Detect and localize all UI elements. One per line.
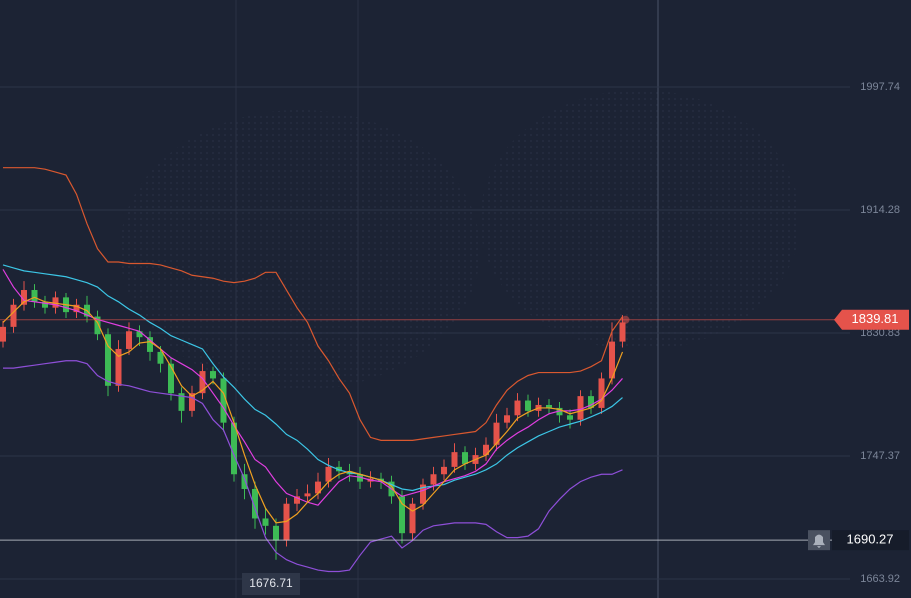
candle-body	[94, 316, 101, 335]
indicator-line	[2, 296, 624, 524]
candle-body	[189, 393, 195, 411]
candle-body	[199, 371, 206, 394]
candle-body	[31, 290, 38, 302]
last-price-label: 1839.81	[852, 311, 899, 326]
indicator-line	[2, 264, 623, 492]
candle-body	[420, 484, 426, 504]
candle-body	[157, 351, 164, 364]
candle-body	[598, 378, 605, 408]
y-tick-label: 1830.83	[860, 327, 900, 339]
candle-body	[577, 396, 584, 420]
indicator-line	[3, 360, 623, 573]
y-tick-label: 1663.92	[860, 573, 900, 585]
candle-body	[42, 301, 48, 308]
indicator-line	[3, 167, 623, 441]
alert-badge	[832, 530, 909, 551]
candle-body	[504, 415, 510, 423]
period-low-badge	[242, 573, 300, 595]
candle-body	[462, 452, 468, 464]
y-tick-label: 1747.37	[860, 450, 900, 462]
candle-body	[126, 331, 132, 349]
map-texture	[120, 110, 480, 390]
candle-body	[409, 503, 416, 534]
candle-body	[168, 363, 174, 394]
candle-body	[0, 326, 6, 342]
candle-body	[357, 474, 363, 482]
plot: 1663.92 1747.37 1830.83 1914.28 1997.74 1839.…	[0, 81, 909, 595]
candle-body	[252, 488, 258, 519]
candle-body	[147, 337, 153, 352]
candle-body	[556, 407, 563, 416]
y-tick-label: 1914.28	[860, 204, 900, 216]
candle-body	[105, 334, 111, 386]
y-tick-label: 1997.74	[860, 81, 900, 93]
candle-body	[210, 371, 216, 379]
candle-body	[241, 474, 248, 489]
period-low-label: 1676.71	[249, 576, 293, 590]
candle-body	[262, 518, 269, 526]
indicator-line	[2, 269, 623, 506]
candle-body	[567, 415, 573, 420]
candle-body	[619, 322, 626, 342]
candle-body	[273, 525, 279, 541]
candle-body	[525, 400, 531, 411]
candle-body	[325, 466, 332, 482]
candle-body	[430, 474, 437, 485]
candle-body	[609, 341, 615, 379]
candle-body	[588, 396, 594, 408]
candle-body	[336, 466, 342, 472]
candle-body	[73, 304, 80, 313]
candle-body	[21, 290, 27, 305]
candle-body	[514, 400, 521, 416]
candle-body	[304, 493, 311, 497]
candle-body	[136, 331, 143, 338]
candle-body	[10, 304, 17, 327]
candle-body	[115, 348, 122, 386]
candle-body	[451, 452, 458, 467]
candle-body	[441, 466, 447, 475]
candle-body	[220, 378, 227, 423]
candle-body	[399, 496, 405, 534]
alert-price-label: 1690.27	[847, 532, 894, 547]
map-texture	[480, 90, 800, 350]
candle-body	[283, 503, 290, 541]
alert-bell-icon	[813, 534, 825, 549]
candle-body	[483, 444, 489, 456]
candle-body	[294, 496, 300, 504]
candle-body	[315, 481, 321, 494]
candle-body	[178, 393, 185, 411]
last-price-dot	[621, 315, 630, 324]
candle-body	[546, 404, 552, 408]
candle-body	[52, 297, 59, 308]
last-price-badge	[834, 309, 909, 330]
candle-body	[493, 422, 500, 445]
candle-body	[231, 422, 237, 475]
